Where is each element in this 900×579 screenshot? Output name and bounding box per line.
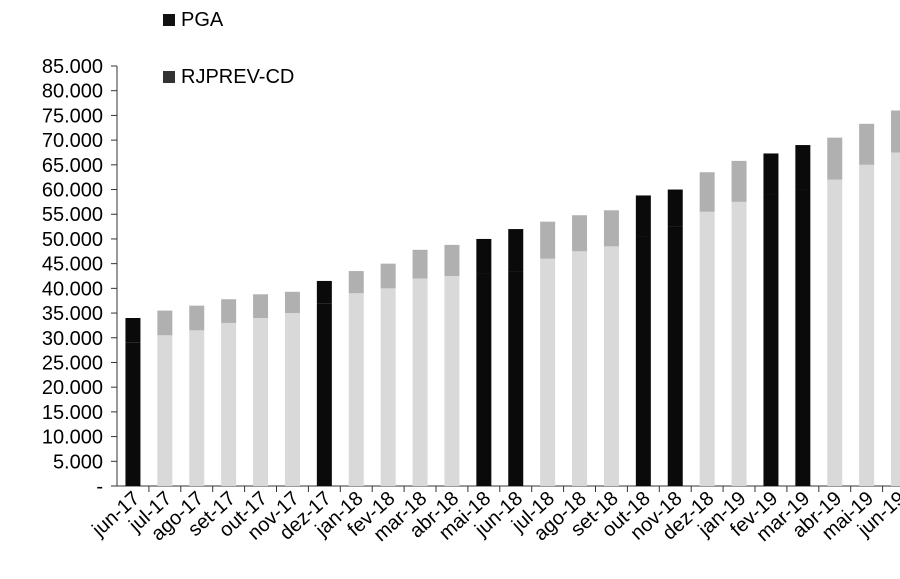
bar-segment-rjprev-cd	[253, 318, 269, 486]
y-tick-label: 65.000	[42, 155, 103, 177]
bar-segment-pga	[827, 137, 843, 180]
y-tick-label: 15.000	[42, 402, 103, 424]
bar-segment-pga	[221, 299, 237, 323]
legend-marker-pga	[163, 14, 175, 26]
bar-segment-pga	[891, 110, 900, 153]
bar-segment-rjprev-cd	[540, 258, 556, 486]
bar-segment-rjprev-cd	[699, 211, 715, 486]
bar-segment-rjprev-cd	[763, 194, 779, 486]
y-tick-label: 70.000	[42, 130, 103, 152]
bar-segment-rjprev-cd	[891, 152, 900, 486]
y-tick-label: 50.000	[42, 229, 103, 251]
y-tick-label: 75.000	[42, 105, 103, 127]
bar-segment-pga	[316, 280, 332, 304]
bar-segment-rjprev-cd	[412, 278, 428, 486]
bar-segment-rjprev-cd	[508, 271, 524, 486]
legend-marker-rjprev-cd	[163, 71, 175, 83]
y-tick-label: 20.000	[42, 377, 103, 399]
bar-segment-pga	[540, 221, 556, 259]
bar-segment-pga	[253, 294, 269, 318]
bar-segment-rjprev-cd	[284, 313, 300, 486]
bar-segment-rjprev-cd	[189, 330, 205, 486]
y-tick-label: 10.000	[42, 427, 103, 449]
bar-segment-pga	[795, 145, 811, 190]
bar-segment-pga	[508, 229, 524, 272]
y-tick-label: 85.000	[42, 56, 103, 78]
bar-segment-pga	[284, 291, 300, 314]
y-tick-label: 45.000	[42, 254, 103, 276]
bar-segment-rjprev-cd	[221, 322, 237, 486]
bar-segment-pga	[348, 271, 364, 294]
x-axis-ticks: jun-17jul-17ago-17set-17out-17nov-17dez-…	[88, 486, 900, 546]
bar-segment-rjprev-cd	[572, 251, 588, 486]
bar-segment-rjprev-cd	[795, 189, 811, 486]
legend-item-rjprev-cd: RJPREV-CD	[163, 66, 294, 88]
bar-segment-pga	[572, 215, 588, 252]
bar-segment-pga	[476, 238, 492, 274]
bar-segment-rjprev-cd	[731, 201, 747, 486]
bar-segment-pga	[380, 263, 396, 289]
y-tick-label: 40.000	[42, 278, 103, 300]
bar-segment-pga	[699, 172, 715, 212]
bar-segment-rjprev-cd	[380, 288, 396, 486]
bar-segment-pga	[189, 305, 205, 331]
y-tick-label: -	[96, 476, 103, 498]
legend: PGA RJPREV-CD	[163, 9, 294, 88]
bar-segment-rjprev-cd	[157, 335, 173, 486]
legend-label-pga: PGA	[181, 9, 224, 31]
y-tick-label: 80.000	[42, 81, 103, 103]
bar-segment-pga	[603, 210, 619, 247]
bar-segment-rjprev-cd	[125, 342, 141, 486]
bar-segment-rjprev-cd	[667, 226, 683, 486]
bars	[125, 110, 900, 486]
bar-segment-pga	[125, 318, 141, 343]
bar-segment-rjprev-cd	[316, 303, 332, 486]
y-tick-label: 30.000	[42, 328, 103, 350]
bar-segment-pga	[157, 310, 173, 336]
bar-segment-rjprev-cd	[348, 293, 364, 486]
bar-segment-rjprev-cd	[444, 276, 460, 486]
y-tick-label: 25.000	[42, 352, 103, 374]
y-tick-label: 60.000	[42, 180, 103, 202]
bar-segment-pga	[444, 244, 460, 276]
y-tick-label: 5.000	[53, 451, 103, 473]
y-tick-label: 35.000	[42, 303, 103, 325]
legend-label-rjprev-cd: RJPREV-CD	[181, 66, 294, 88]
bar-segment-pga	[731, 160, 747, 202]
bar-segment-pga	[859, 123, 875, 165]
bar-segment-rjprev-cd	[827, 179, 843, 486]
legend-item-pga: PGA	[163, 9, 224, 31]
bar-segment-pga	[635, 195, 651, 237]
bar-segment-rjprev-cd	[603, 246, 619, 486]
bar-segment-rjprev-cd	[476, 273, 492, 486]
bar-segment-pga	[412, 249, 428, 279]
bar-segment-pga	[667, 189, 683, 227]
y-tick-label: 55.000	[42, 204, 103, 226]
bar-segment-rjprev-cd	[859, 164, 875, 486]
bar-segment-rjprev-cd	[635, 236, 651, 486]
bar-segment-pga	[763, 153, 779, 195]
